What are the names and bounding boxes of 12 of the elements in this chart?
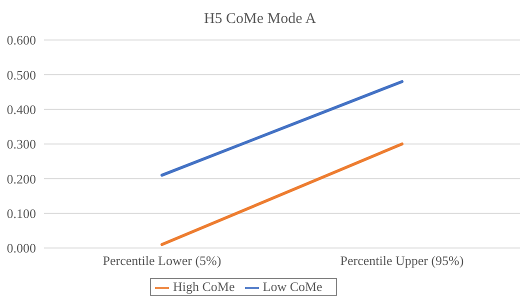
y-tick-label: 0.600 [6,32,36,48]
y-tick-label: 0.100 [6,206,36,221]
y-tick-label: 0.000 [6,240,36,256]
y-tick-label: 0.200 [6,171,36,186]
y-tick-label: 0.400 [6,102,36,117]
y-tick-label: 0.300 [6,136,36,152]
x-tick-label: Percentile Lower (5%) [102,253,222,268]
legend-label: Low CoMe [262,278,322,294]
x-tick-label: Percentile Upper (95%) [340,253,464,268]
chart-title: H5 CoMe Mode A [204,11,316,27]
legend-label: High CoMe [173,278,235,294]
y-tick-label: 0.500 [6,67,36,82]
